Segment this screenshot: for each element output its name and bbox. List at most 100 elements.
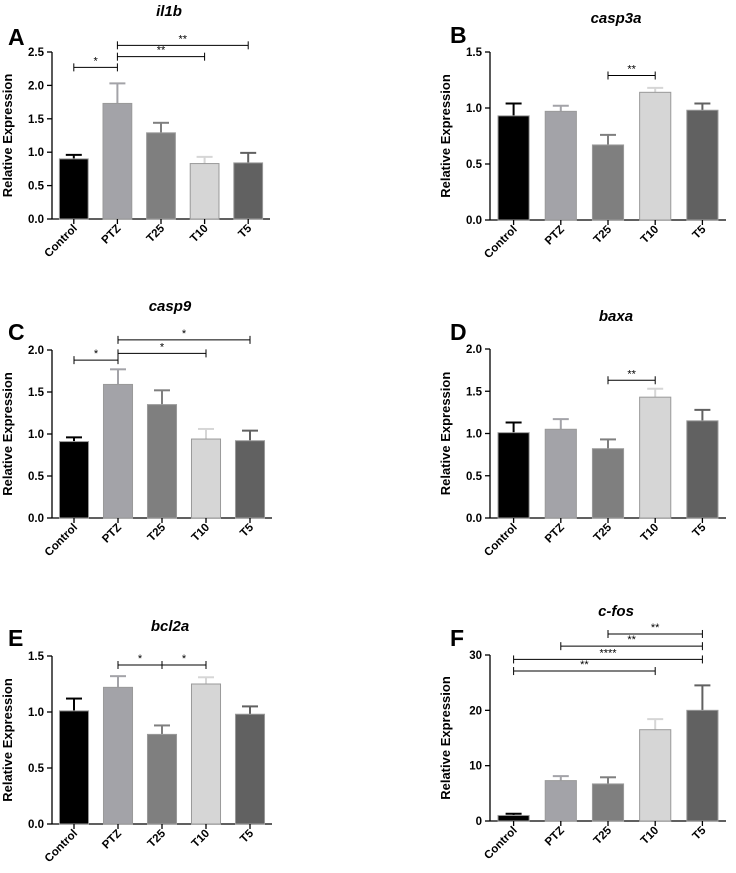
- category-label: T5: [691, 521, 709, 539]
- y-tick-label: 1.5: [28, 651, 45, 663]
- category-label: T25: [592, 223, 615, 246]
- bar-t25: [146, 733, 178, 825]
- significance-label: *: [182, 653, 187, 665]
- category-label: PTZ: [543, 522, 567, 546]
- y-axis-label: Relative Expression: [438, 372, 453, 496]
- bar-t5: [686, 420, 719, 519]
- category-label: Control: [482, 522, 519, 559]
- y-tick-label: 10: [469, 761, 482, 773]
- category-label: T5: [691, 223, 709, 241]
- panel-letter: C: [8, 319, 25, 345]
- y-axis-label: Relative Expression: [0, 678, 15, 802]
- panel-letter: A: [8, 24, 25, 50]
- significance-label: **: [580, 659, 589, 671]
- category-label: T5: [236, 222, 254, 240]
- bar-t10: [190, 683, 222, 825]
- significance-label: **: [179, 33, 188, 45]
- category-label: T10: [188, 223, 211, 246]
- y-tick-label: 1.5: [466, 386, 483, 398]
- y-tick-label: 0.5: [28, 763, 45, 775]
- bar-t10: [639, 729, 672, 822]
- significance-label: ****: [599, 647, 617, 659]
- y-tick-label: 0: [476, 816, 482, 828]
- category-label: Control: [482, 825, 519, 862]
- bar-control: [58, 710, 90, 825]
- bar-control: [497, 814, 530, 822]
- bar-control: [497, 432, 530, 519]
- category-label: T5: [691, 824, 709, 842]
- bar-t5: [234, 440, 266, 519]
- category-label: PTZ: [100, 522, 124, 546]
- bar-t10: [639, 91, 672, 221]
- panel-title: casp3a: [591, 10, 642, 27]
- category-label: Control: [43, 223, 80, 260]
- significance-label: *: [138, 653, 143, 665]
- bar-ptz: [544, 110, 577, 221]
- significance-label: *: [160, 341, 165, 353]
- panel-title: casp9: [149, 298, 192, 315]
- bar-control: [497, 115, 530, 221]
- significance-label: **: [627, 64, 636, 76]
- category-label: PTZ: [100, 828, 124, 852]
- bar-ptz: [102, 102, 133, 220]
- bar-t10: [190, 438, 222, 519]
- panel-letter: F: [450, 625, 464, 651]
- y-tick-label: 1.0: [28, 707, 44, 719]
- category-label: Control: [43, 828, 80, 865]
- bar-ptz: [102, 686, 134, 825]
- panel-letter: E: [8, 625, 23, 651]
- y-tick-label: 0.0: [466, 215, 482, 227]
- category-label: T10: [639, 522, 662, 545]
- y-tick-label: 0.0: [28, 513, 44, 525]
- y-tick-label: 1.5: [28, 387, 45, 399]
- y-tick-label: 1.5: [466, 47, 483, 59]
- bar-ptz: [544, 428, 577, 519]
- y-tick-label: 2.0: [466, 344, 482, 356]
- bar-t5: [233, 162, 264, 220]
- category-label: T10: [190, 828, 213, 851]
- y-axis-label: Relative Expression: [0, 74, 15, 198]
- category-label: T25: [146, 827, 169, 850]
- category-label: PTZ: [543, 825, 567, 849]
- panel-title: baxa: [599, 308, 633, 325]
- bar-t25: [591, 448, 625, 519]
- significance-label: *: [182, 328, 187, 340]
- category-label: T5: [238, 827, 256, 845]
- y-tick-label: 20: [469, 705, 482, 717]
- bar-control: [58, 158, 89, 220]
- category-label: PTZ: [100, 223, 124, 247]
- category-label: T25: [146, 521, 169, 544]
- y-tick-label: 0.0: [466, 513, 482, 525]
- bar-t10: [189, 163, 220, 220]
- bar-ptz: [544, 780, 577, 822]
- category-label: T25: [592, 521, 615, 544]
- category-label: T10: [190, 522, 213, 545]
- y-tick-label: 2.0: [28, 345, 44, 357]
- panel-letter: B: [450, 22, 467, 48]
- significance-label: **: [627, 368, 636, 380]
- significance-label: *: [94, 348, 99, 360]
- y-tick-label: 0.5: [466, 159, 483, 171]
- y-tick-label: 1.0: [466, 103, 482, 115]
- bar-t5: [686, 709, 719, 822]
- y-axis-label: Relative Expression: [0, 372, 15, 496]
- bar-t25: [591, 783, 625, 822]
- y-tick-label: 1.0: [466, 429, 482, 441]
- significance-label: **: [627, 634, 636, 646]
- significance-label: **: [157, 45, 166, 57]
- significance-label: **: [651, 622, 660, 634]
- bar-ptz: [102, 383, 134, 519]
- y-tick-label: 1.5: [28, 114, 45, 126]
- y-tick-label: 1.0: [28, 147, 44, 159]
- category-label: T10: [639, 825, 662, 848]
- category-label: Control: [482, 224, 519, 261]
- bar-t25: [146, 132, 176, 220]
- y-tick-label: 0.0: [28, 819, 44, 831]
- bar-t5: [686, 109, 719, 221]
- y-tick-label: 1.0: [28, 429, 44, 441]
